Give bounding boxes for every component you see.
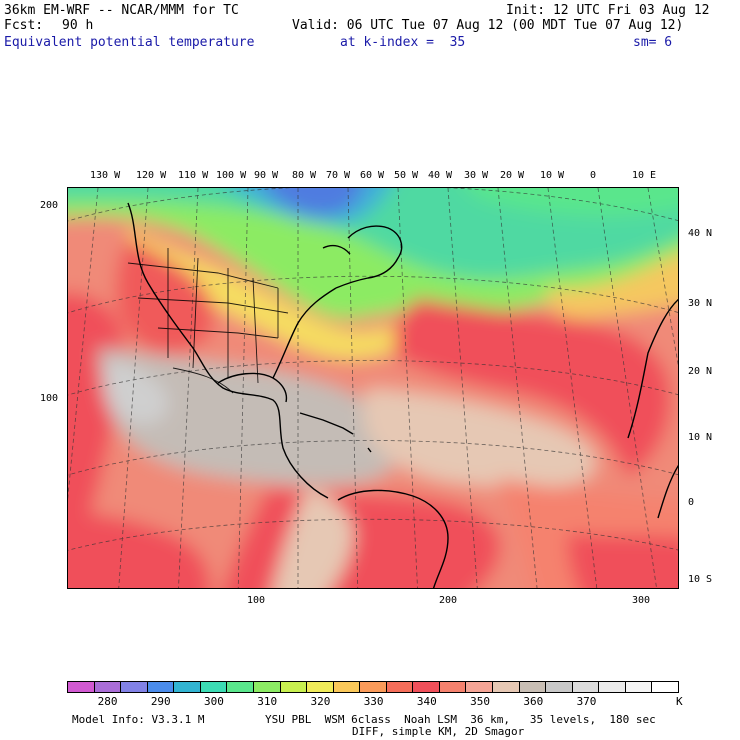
color-scale-swatch bbox=[546, 682, 573, 692]
color-scale-label: 350 bbox=[470, 695, 490, 708]
coastlines bbox=[127, 202, 678, 588]
longitude-label: 10 E bbox=[632, 170, 657, 181]
color-scale-bar bbox=[67, 681, 679, 693]
color-scale-label: 340 bbox=[416, 695, 437, 708]
level-label: at k-index = 35 bbox=[340, 35, 466, 50]
color-scale-swatch bbox=[572, 682, 600, 692]
color-scale-swatch bbox=[121, 682, 148, 692]
color-scale-swatch bbox=[68, 682, 95, 692]
color-scale-swatch bbox=[386, 682, 414, 692]
color-scale-swatch bbox=[280, 682, 308, 692]
color-scale-swatch bbox=[466, 682, 493, 692]
color-scale-swatch bbox=[439, 682, 467, 692]
color-scale-label: 360 bbox=[523, 695, 544, 708]
state-borders bbox=[127, 248, 289, 394]
longitude-label: 50 W bbox=[394, 170, 419, 181]
longitude-label: 70 W bbox=[326, 170, 351, 181]
longitude-label: 0 bbox=[590, 170, 597, 181]
color-scale-swatch bbox=[413, 682, 440, 692]
color-scale-swatch bbox=[333, 682, 361, 692]
color-scale-swatch bbox=[200, 682, 228, 692]
latitude-label: 20 N bbox=[688, 366, 713, 377]
grid-y-label: 200 bbox=[40, 200, 59, 211]
color-scale-label: 330 bbox=[363, 695, 384, 708]
color-scale-swatch bbox=[493, 682, 520, 692]
color-scale-label: 300 bbox=[204, 695, 224, 708]
diffusion-info: DIFF, simple KM, 2D Smagor bbox=[352, 725, 525, 738]
longitude-label: 20 W bbox=[500, 170, 525, 181]
color-scale-swatch bbox=[519, 682, 547, 692]
longitude-label: 30 W bbox=[464, 170, 489, 181]
longitude-label: 100 W bbox=[216, 170, 247, 181]
grid-x-label: 300 bbox=[632, 595, 651, 606]
model-info: Model Info: V3.3.1 M bbox=[72, 713, 205, 726]
color-scale-swatch bbox=[253, 682, 281, 692]
color-scale-swatch bbox=[599, 682, 626, 692]
equivalent-potential-temperature-map bbox=[67, 187, 679, 589]
color-scale-swatch bbox=[147, 682, 175, 692]
map-svg bbox=[68, 188, 678, 588]
longitude-label: 10 W bbox=[540, 170, 565, 181]
longitude-label: 90 W bbox=[254, 170, 279, 181]
color-scale-swatch bbox=[227, 682, 254, 692]
color-scale-unit: K bbox=[676, 695, 683, 708]
color-scale-swatch bbox=[174, 682, 201, 692]
physics-info: YSU PBL WSM 6class Noah LSM 36 km, 35 le… bbox=[265, 713, 656, 726]
init-time: Init: 12 UTC Fri 03 Aug 12 bbox=[506, 3, 710, 18]
color-scale-label: 310 bbox=[257, 695, 278, 708]
longitude-label: 80 W bbox=[292, 170, 317, 181]
color-scale-swatch bbox=[94, 682, 122, 692]
latitude-label: 10 S bbox=[688, 574, 713, 585]
forecast-label: Fcst: bbox=[4, 18, 44, 33]
longitude-label: 130 W bbox=[90, 170, 121, 181]
model-title: 36km EM-WRF -- NCAR/MMM for TC bbox=[4, 3, 239, 18]
forecast-hour: 90 h bbox=[62, 18, 94, 33]
latitude-label: 10 N bbox=[688, 432, 713, 443]
color-scale-swatch bbox=[625, 682, 653, 692]
valid-time: Valid: 06 UTC Tue 07 Aug 12 (00 MDT Tue … bbox=[292, 18, 684, 33]
latitude-label: 0 bbox=[688, 497, 695, 508]
color-scale-label: 370 bbox=[576, 695, 597, 708]
color-scale-label: 320 bbox=[310, 695, 331, 708]
longitude-label: 40 W bbox=[428, 170, 453, 181]
longitude-label: 60 W bbox=[360, 170, 385, 181]
color-scale-label: 280 bbox=[97, 695, 118, 708]
color-scale-swatch bbox=[360, 682, 387, 692]
latitude-label: 40 N bbox=[688, 228, 713, 239]
longitude-label: 110 W bbox=[178, 170, 209, 181]
field-name: Equivalent potential temperature bbox=[4, 35, 255, 50]
smoothing-label: sm= 6 bbox=[633, 35, 673, 50]
grid-x-label: 100 bbox=[247, 595, 266, 606]
grid-x-label: 200 bbox=[439, 595, 458, 606]
grid-y-label: 100 bbox=[40, 393, 59, 404]
color-scale-label: 290 bbox=[150, 695, 171, 708]
latitude-label: 30 N bbox=[688, 298, 713, 309]
longitude-label: 120 W bbox=[136, 170, 167, 181]
color-scale-swatch bbox=[307, 682, 334, 692]
color-scale-swatch bbox=[652, 682, 678, 692]
temperature-field bbox=[68, 188, 678, 588]
